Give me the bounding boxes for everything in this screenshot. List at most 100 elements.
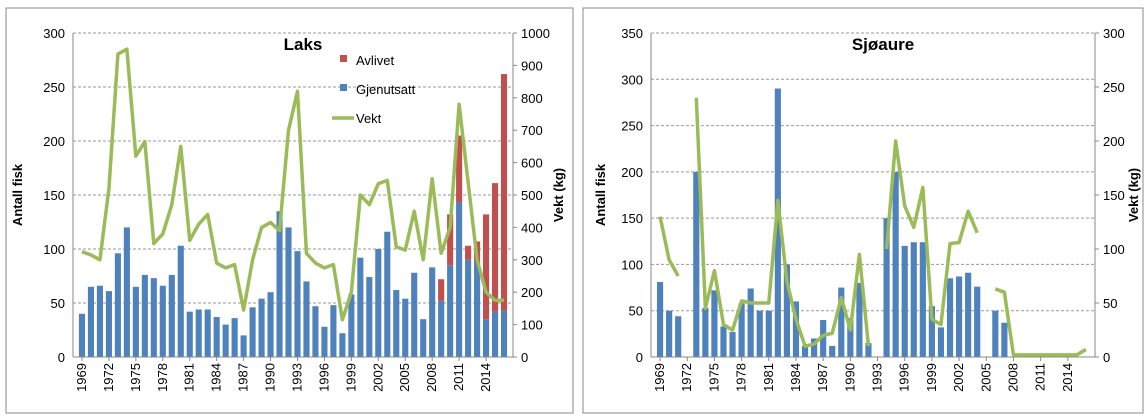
bar bbox=[1001, 322, 1008, 357]
x-tick-label: 1993 bbox=[870, 363, 885, 392]
bar bbox=[756, 310, 763, 357]
y2-tick-label: 900 bbox=[521, 58, 543, 73]
y2-tick-label: 400 bbox=[521, 220, 543, 235]
bar bbox=[141, 274, 148, 357]
x-tick-label: 1993 bbox=[289, 363, 304, 392]
bar bbox=[792, 301, 800, 357]
bar bbox=[159, 285, 166, 357]
chart-title: Laks bbox=[284, 35, 323, 54]
x-tick-label: 1996 bbox=[897, 363, 912, 392]
y2-tick-label: 150 bbox=[1103, 188, 1125, 203]
y-tick-label: 150 bbox=[621, 211, 643, 226]
bar bbox=[865, 343, 872, 357]
y2-tick-label: 0 bbox=[1103, 350, 1110, 365]
bar bbox=[675, 316, 682, 357]
bar bbox=[465, 245, 472, 260]
y2-tick-label: 200 bbox=[521, 285, 543, 300]
bar bbox=[177, 245, 184, 357]
bar bbox=[474, 261, 481, 357]
bar bbox=[491, 183, 499, 312]
bar bbox=[992, 310, 999, 357]
bar bbox=[321, 326, 328, 357]
bar bbox=[910, 242, 917, 357]
y-tick-label: 300 bbox=[621, 72, 643, 87]
bar bbox=[820, 319, 827, 357]
bar bbox=[294, 251, 301, 357]
legend-label: Avlivet bbox=[356, 53, 394, 68]
bar bbox=[811, 338, 818, 357]
x-tick-label: 2014 bbox=[478, 363, 493, 392]
bar bbox=[883, 218, 890, 357]
bar bbox=[829, 345, 836, 357]
bar bbox=[96, 285, 103, 357]
y2-tick-label: 100 bbox=[521, 318, 543, 333]
bar bbox=[928, 306, 935, 357]
x-tick-label: 1981 bbox=[182, 363, 197, 392]
x-tick-label: 1987 bbox=[236, 363, 251, 392]
y-tick-label: 200 bbox=[621, 165, 643, 180]
x-tick-label: 2005 bbox=[397, 363, 412, 392]
legend-swatch bbox=[340, 84, 347, 91]
bar bbox=[720, 326, 727, 357]
bar bbox=[123, 227, 130, 357]
bar bbox=[168, 274, 175, 357]
bar bbox=[114, 253, 121, 357]
x-tick-label: 1978 bbox=[734, 363, 749, 392]
x-tick-label: 1975 bbox=[128, 363, 143, 392]
y-tick-label: 350 bbox=[621, 26, 643, 41]
y2-tick-label: 600 bbox=[521, 156, 543, 171]
bar bbox=[729, 332, 736, 357]
bar bbox=[447, 214, 454, 266]
bar bbox=[249, 307, 256, 357]
bar bbox=[339, 333, 346, 357]
bar bbox=[946, 278, 954, 357]
bar bbox=[204, 309, 211, 357]
bar bbox=[491, 311, 499, 357]
y2-tick-label: 50 bbox=[1103, 296, 1117, 311]
line bbox=[658, 97, 1087, 357]
bar bbox=[402, 298, 409, 357]
bar bbox=[838, 287, 845, 357]
bar bbox=[132, 286, 139, 357]
bar bbox=[847, 318, 854, 357]
y2-tick-label: 250 bbox=[1103, 80, 1125, 95]
bar bbox=[447, 265, 454, 357]
y2-tick-label: 300 bbox=[521, 253, 543, 268]
x-tick-label: 1999 bbox=[343, 363, 358, 392]
bar bbox=[222, 324, 229, 357]
x-tick-label: 1984 bbox=[209, 363, 224, 392]
y2-tick-label: 0 bbox=[521, 350, 528, 365]
bar bbox=[186, 311, 193, 357]
y2-tick-label: 800 bbox=[521, 91, 543, 106]
bar bbox=[919, 242, 926, 357]
x-tick-label: 1978 bbox=[155, 363, 170, 392]
bar bbox=[965, 272, 972, 357]
y2-axis-title: Vekt (kg) bbox=[1126, 168, 1141, 222]
x-tick-label: 2002 bbox=[370, 363, 385, 392]
bar bbox=[384, 231, 391, 357]
bar bbox=[366, 277, 373, 357]
bar bbox=[901, 245, 908, 357]
bar bbox=[303, 281, 310, 357]
bar bbox=[195, 309, 202, 357]
bar bbox=[348, 294, 355, 357]
y-tick-label: 100 bbox=[43, 242, 65, 257]
bar bbox=[357, 257, 364, 357]
bar bbox=[738, 303, 745, 357]
bar bbox=[465, 259, 472, 357]
y-tick-label: 100 bbox=[621, 257, 643, 272]
x-tick-label: 2008 bbox=[1005, 363, 1020, 392]
bar bbox=[429, 267, 436, 357]
bar bbox=[801, 345, 809, 357]
bar bbox=[393, 290, 400, 357]
bar bbox=[765, 310, 772, 357]
y-tick-label: 200 bbox=[43, 134, 65, 149]
bar bbox=[456, 135, 463, 203]
bar bbox=[783, 264, 790, 357]
y-tick-label: 50 bbox=[629, 304, 643, 319]
x-tick-label: 2011 bbox=[451, 363, 466, 391]
bar bbox=[312, 306, 319, 357]
y-tick-label: 0 bbox=[636, 350, 643, 365]
bar bbox=[78, 313, 86, 357]
y-tick-label: 250 bbox=[43, 80, 65, 95]
